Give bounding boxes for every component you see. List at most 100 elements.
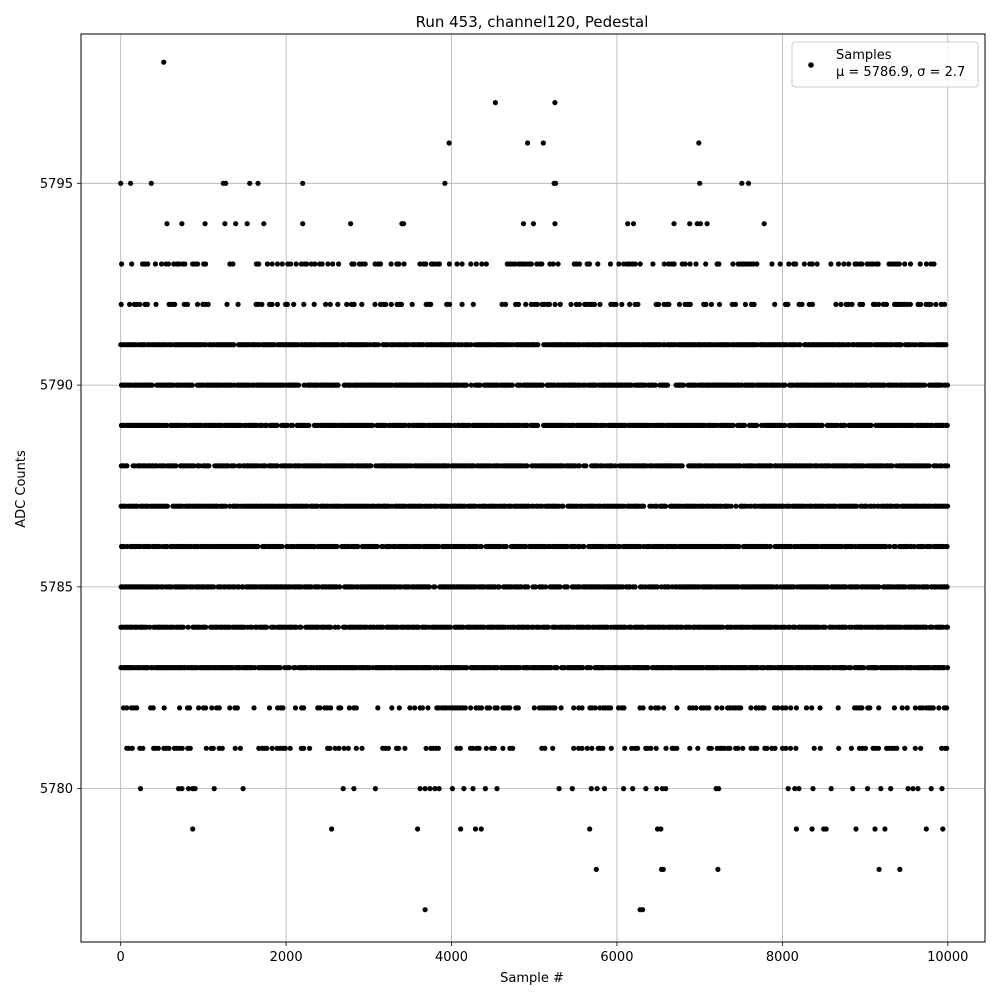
data-point [576, 301, 583, 307]
data-point [543, 584, 549, 590]
data-point [230, 261, 236, 267]
x-tick-label: 8000 [766, 950, 799, 965]
data-point [714, 705, 720, 711]
data-point [708, 301, 715, 307]
data-point [375, 342, 381, 348]
data-point [552, 100, 558, 106]
data-point [928, 786, 934, 792]
data-point [184, 301, 191, 307]
data-point [891, 705, 898, 711]
data-point [328, 624, 334, 630]
data-point [635, 301, 641, 307]
data-point [232, 745, 238, 751]
data-point [552, 301, 558, 307]
data-point [298, 624, 304, 630]
data-point [209, 705, 215, 711]
data-point [319, 261, 325, 267]
data-point [687, 221, 693, 227]
data-point [336, 745, 342, 751]
x-tick-label: 10000 [927, 950, 968, 965]
data-point [727, 745, 733, 751]
data-point [348, 221, 354, 227]
data-point [742, 301, 749, 307]
data-point [902, 745, 908, 751]
data-point [203, 745, 209, 751]
data-point [172, 301, 178, 307]
data-point [666, 301, 672, 307]
data-point [564, 584, 570, 590]
data-point [850, 786, 856, 792]
data-point [264, 624, 270, 630]
data-point [179, 221, 185, 227]
data-point [334, 543, 340, 550]
data-point [542, 745, 548, 751]
data-point [377, 261, 384, 267]
data-point [515, 705, 521, 711]
data-point [368, 463, 374, 469]
data-point [716, 261, 722, 267]
data-point [196, 705, 202, 711]
data-point [796, 786, 802, 792]
data-point [187, 705, 193, 711]
data-point [530, 221, 537, 227]
data-point [494, 786, 500, 792]
data-point [730, 261, 736, 267]
data-point [793, 826, 800, 832]
data-point [211, 786, 217, 792]
data-point [180, 624, 186, 630]
data-point [147, 624, 153, 630]
data-point [571, 705, 577, 711]
data-point [552, 705, 558, 711]
data-point [621, 705, 627, 711]
data-point [275, 463, 281, 469]
data-point [861, 665, 867, 671]
data-point [231, 463, 237, 469]
data-point [524, 422, 530, 428]
data-point [546, 301, 553, 307]
data-point [338, 705, 344, 711]
data-point [447, 624, 453, 630]
data-point [787, 745, 794, 751]
data-point [923, 624, 929, 630]
data-point [525, 584, 531, 590]
data-point [202, 221, 208, 227]
data-point [251, 705, 257, 711]
data-point [716, 786, 722, 792]
data-point [706, 705, 712, 711]
data-point [179, 745, 185, 751]
data-point [182, 261, 188, 267]
data-point [782, 422, 788, 428]
data-point [323, 301, 329, 307]
data-point [872, 826, 878, 832]
data-point [592, 705, 598, 711]
data-point [494, 665, 500, 671]
data-point [835, 261, 842, 267]
data-point [645, 665, 651, 671]
data-point [608, 705, 614, 711]
data-point [876, 301, 882, 307]
data-point [708, 745, 714, 751]
data-point [777, 261, 783, 267]
data-point [478, 826, 484, 832]
data-point [910, 786, 916, 792]
data-point [687, 301, 693, 307]
data-point [897, 866, 903, 873]
data-point [417, 786, 423, 792]
data-point [883, 543, 889, 550]
data-point [192, 786, 198, 792]
data-point [261, 221, 267, 227]
data-point [859, 705, 865, 711]
data-point [716, 301, 723, 307]
data-point [164, 221, 170, 227]
data-point [375, 705, 381, 711]
data-point [351, 261, 357, 267]
data-point [482, 786, 488, 792]
data-point [137, 786, 144, 792]
data-point [944, 543, 950, 550]
data-point [848, 745, 855, 751]
data-point [882, 826, 888, 832]
data-point [663, 503, 669, 509]
data-point [811, 745, 817, 751]
data-point [640, 907, 646, 913]
data-point [732, 301, 739, 307]
